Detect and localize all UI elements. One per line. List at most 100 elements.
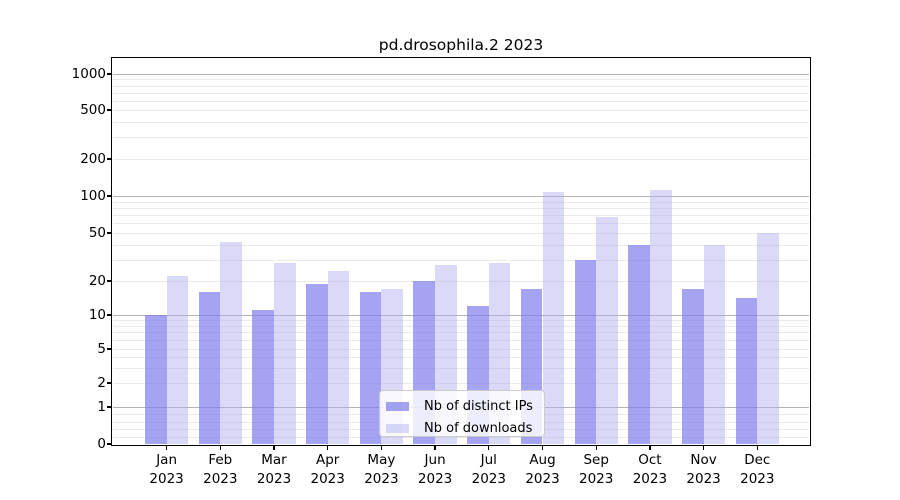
bar-downloads-aug xyxy=(542,191,565,444)
legend-swatch-distinct-ips xyxy=(386,402,409,412)
bar-downloads-nov xyxy=(703,244,726,444)
gridline-minor xyxy=(113,92,809,94)
x-tick-label-may: May 2023 xyxy=(364,452,399,487)
gridline-minor xyxy=(113,357,809,359)
gridline-minor xyxy=(113,436,809,438)
x-tick-may xyxy=(380,445,383,451)
gridline-minor xyxy=(113,201,809,203)
x-tick-jan xyxy=(165,445,168,451)
bar-distinct-ips-nov xyxy=(681,288,704,444)
y-tick-50 xyxy=(106,232,112,234)
y-tick-label-10: 10 xyxy=(88,306,106,323)
bar-distinct-ips-apr xyxy=(306,283,328,444)
gridline-major xyxy=(113,196,809,198)
y-tick-1000 xyxy=(106,73,112,75)
y-tick-label-2: 2 xyxy=(97,374,106,391)
y-tick-label-20: 20 xyxy=(88,272,106,289)
bar-downloads-mar xyxy=(274,263,296,444)
y-tick-label-1: 1 xyxy=(97,398,106,415)
x-tick-jun xyxy=(434,445,436,451)
gridline-minor xyxy=(113,340,809,342)
y-tick-2 xyxy=(106,382,112,384)
bar-downloads-feb xyxy=(220,242,242,444)
bar-distinct-ips-may xyxy=(359,291,382,444)
legend-row-distinct-ips: Nb of distinct IPs xyxy=(386,396,544,418)
gridline-minor xyxy=(113,121,809,123)
y-tick-label-5: 5 xyxy=(97,340,106,357)
y-tick-100 xyxy=(106,195,112,197)
x-tick-label-nov: Nov 2023 xyxy=(686,452,721,487)
x-tick-label-dec: Dec 2023 xyxy=(740,452,775,487)
bar-distinct-ips-sep xyxy=(574,259,597,444)
y-tick-0 xyxy=(106,443,112,445)
bar-distinct-ips-feb xyxy=(198,291,221,444)
bar-downloads-oct xyxy=(649,189,672,444)
gridline-major xyxy=(113,74,809,76)
bar-downloads-sep xyxy=(596,216,618,444)
legend-label-downloads: Nb of downloads xyxy=(424,420,533,436)
x-tick-label-jun: Jun 2023 xyxy=(417,452,453,487)
gridline-minor xyxy=(113,281,809,282)
y-tick-10 xyxy=(106,314,112,316)
bar-downloads-jan xyxy=(166,276,189,444)
legend-swatch-downloads xyxy=(386,423,409,433)
gridline-minor xyxy=(113,137,809,139)
x-tick-dec xyxy=(756,445,758,451)
gridline-minor xyxy=(113,159,809,160)
plot-area xyxy=(113,59,809,444)
chart-title: pd.drosophila.2 2023 xyxy=(378,36,544,54)
legend: Nb of distinct IPs Nb of downloads xyxy=(379,390,545,437)
x-tick-apr xyxy=(327,445,329,451)
x-tick-label-jan: Jan 2023 xyxy=(149,452,184,487)
x-tick-nov xyxy=(702,445,705,451)
legend-row-downloads: Nb of downloads xyxy=(386,418,544,440)
gridline-minor xyxy=(113,325,809,327)
y-tick-200 xyxy=(106,158,112,160)
bar-distinct-ips-mar xyxy=(252,310,274,444)
gridline-minor xyxy=(113,207,809,209)
x-tick-label-jul: Jul 2023 xyxy=(471,452,506,487)
x-tick-oct xyxy=(649,445,651,451)
gridline-major xyxy=(113,315,809,317)
gridline-minor xyxy=(113,259,809,261)
gridline-minor xyxy=(113,79,809,81)
y-tick-label-200: 200 xyxy=(80,150,106,167)
gridline-minor xyxy=(113,244,809,246)
bar-downloads-apr xyxy=(327,271,350,444)
bar-downloads-dec xyxy=(757,233,779,444)
gridline-minor xyxy=(113,215,809,217)
bar-distinct-ips-jan xyxy=(144,315,167,444)
x-tick-label-oct: Oct 2023 xyxy=(632,452,668,487)
gridline-minor xyxy=(113,332,809,334)
gridline-minor xyxy=(113,85,809,87)
x-tick-jul xyxy=(488,445,490,451)
y-tick-label-100: 100 xyxy=(80,187,106,204)
gridline-minor xyxy=(113,349,809,350)
x-tick-label-sep: Sep 2023 xyxy=(579,452,614,487)
x-tick-label-mar: Mar 2023 xyxy=(256,452,292,487)
gridline-minor xyxy=(113,110,809,111)
y-tick-20 xyxy=(106,280,112,282)
gridline-minor xyxy=(113,320,809,322)
x-tick-label-feb: Feb 2023 xyxy=(203,452,238,487)
y-tick-500 xyxy=(106,109,112,111)
y-tick-label-1000: 1000 xyxy=(71,65,106,82)
y-tick-label-50: 50 xyxy=(88,224,106,241)
x-tick-label-apr: Apr 2023 xyxy=(310,452,345,487)
x-tick-sep xyxy=(595,445,597,451)
gridline-minor xyxy=(113,223,809,225)
x-tick-mar xyxy=(273,445,275,451)
gridline-minor xyxy=(113,367,809,369)
x-tick-label-aug: Aug 2023 xyxy=(525,452,560,487)
x-tick-aug xyxy=(541,445,544,451)
y-tick-label-500: 500 xyxy=(80,101,106,118)
bar-distinct-ips-dec xyxy=(735,298,758,444)
x-tick-feb xyxy=(219,445,221,451)
gridline-minor xyxy=(113,100,809,102)
gridline-minor xyxy=(113,383,809,384)
y-tick-label-0: 0 xyxy=(97,435,106,452)
gridline-minor xyxy=(113,233,809,234)
legend-label-distinct-ips: Nb of distinct IPs xyxy=(424,399,533,415)
y-tick-1 xyxy=(106,406,112,408)
bar-distinct-ips-oct xyxy=(628,244,650,444)
